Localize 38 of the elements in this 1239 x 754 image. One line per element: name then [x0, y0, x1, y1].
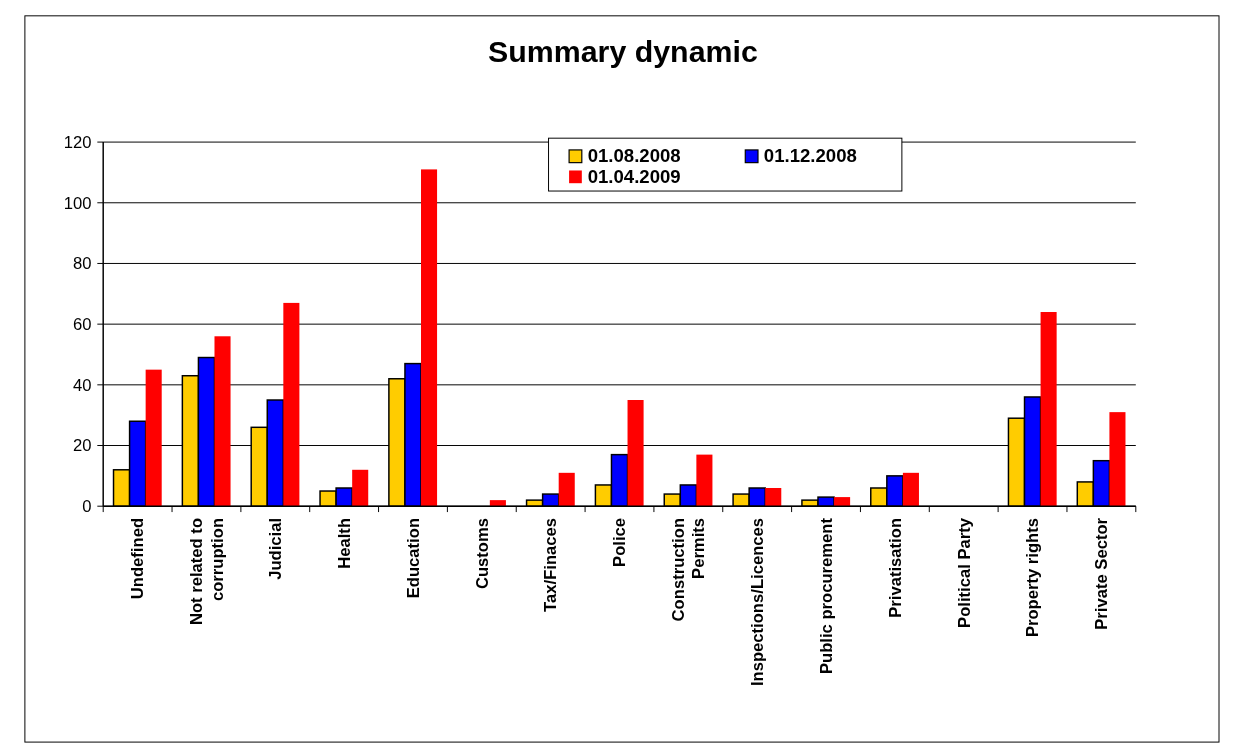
legend-label: 01.12.2008 — [763, 145, 857, 167]
y-tick-label: 40 — [72, 375, 92, 395]
x-tick-label: Tax/Finaces — [541, 517, 561, 612]
bar — [214, 336, 231, 507]
y-tick-label: 60 — [72, 314, 92, 334]
bar — [1109, 412, 1126, 507]
x-tick-label: Not related to corruption — [187, 517, 227, 626]
x-tick-label: Privatisation — [885, 517, 905, 618]
bar — [902, 472, 919, 507]
x-tick-label: Political Party — [954, 517, 974, 628]
x-tick-label: Police — [610, 517, 630, 567]
x-tick-label: Undefined — [128, 517, 148, 600]
bar — [1040, 312, 1057, 507]
bar — [696, 454, 713, 507]
x-tick-label: Private Sector — [1092, 517, 1112, 630]
y-tick-label: 80 — [72, 254, 92, 274]
x-tick-label: Construction Permits — [668, 517, 709, 622]
bar — [765, 487, 782, 507]
x-tick-label: Customs — [472, 517, 492, 590]
x-tick-label: Health — [334, 517, 354, 569]
y-tick-label: 20 — [72, 436, 92, 456]
y-tick-label: 100 — [63, 193, 92, 213]
x-tick-label: Judicial — [266, 517, 286, 580]
bar — [283, 302, 300, 507]
bar — [145, 369, 162, 507]
chart-title: Summary dynamic — [488, 34, 758, 68]
x-tick-label: Education — [403, 517, 423, 599]
legend-label: 01.04.2009 — [587, 165, 681, 187]
x-tick-label: Inspections/Licences — [748, 517, 768, 687]
legend-label: 01.08.2008 — [587, 145, 681, 167]
y-tick-label: 120 — [63, 132, 92, 152]
y-tick-label: 0 — [82, 497, 92, 517]
x-tick-label: Property rights — [1023, 517, 1043, 638]
x-tick-label: Public procurement — [816, 517, 836, 675]
bar — [558, 472, 575, 507]
bar — [627, 400, 644, 507]
bar — [352, 469, 369, 507]
bar — [421, 169, 438, 507]
